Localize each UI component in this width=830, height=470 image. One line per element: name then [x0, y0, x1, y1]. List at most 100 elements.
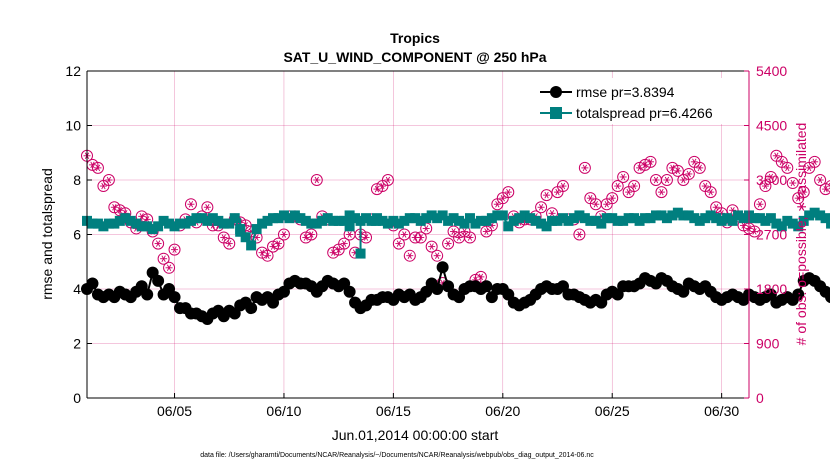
- totalspread-marker: [229, 213, 240, 224]
- obs-point: [644, 155, 657, 168]
- obs-point: [759, 180, 772, 193]
- totalspread-marker: [350, 213, 361, 224]
- y2-tick-label: 1800: [756, 281, 787, 297]
- obs-point: [91, 161, 104, 174]
- obs-point: [535, 201, 548, 214]
- obs-marker-circle: [606, 192, 619, 205]
- totalspread-marker: [284, 213, 295, 224]
- totalspread-marker: [202, 215, 213, 226]
- totalspread-marker: [443, 215, 454, 226]
- legend: rmse pr=3.8394 totalspread pr=6.4266: [530, 78, 740, 124]
- obs-marker-star: [648, 158, 653, 166]
- totalspread-marker: [421, 213, 432, 224]
- obs-marker-star: [117, 207, 122, 214]
- totalspread-marker: [623, 213, 634, 224]
- totalspread-outlier-marker: [370, 215, 381, 226]
- obs-marker-circle: [797, 186, 810, 199]
- totalspread-marker: [268, 213, 279, 224]
- obs-marker-circle: [201, 201, 214, 214]
- totalspread-marker: [541, 221, 552, 232]
- obs-point: [556, 180, 569, 193]
- rmse-marker: [168, 291, 181, 304]
- totalspread-marker: [361, 213, 372, 224]
- y-tick-label: 8: [73, 172, 81, 188]
- totalspread-marker: [547, 215, 558, 226]
- obs-marker-star: [106, 176, 112, 184]
- totalspread-marker: [618, 215, 629, 226]
- obs-marker-circle: [759, 180, 772, 193]
- obs-marker-circle: [91, 161, 104, 174]
- obs-marker-circle: [825, 180, 830, 192]
- rmse-marker: [141, 288, 154, 301]
- obs-marker-star: [588, 194, 593, 202]
- series-layer: [81, 149, 830, 325]
- obs-marker-circle: [267, 240, 280, 253]
- legend-rmse-label: rmse pr=3.8394: [576, 84, 675, 100]
- obs-marker-star: [205, 203, 210, 211]
- obs-marker-circle: [152, 237, 165, 250]
- totalspread-marker: [629, 213, 640, 224]
- obs-point: [671, 164, 684, 177]
- totalspread-marker: [437, 210, 448, 221]
- obs-point: [797, 186, 810, 199]
- totalspread-marker: [557, 213, 568, 224]
- obs-marker-star: [166, 264, 172, 272]
- obs-marker-star: [95, 164, 101, 172]
- obs-marker-circle: [474, 270, 487, 283]
- totalspread-marker: [459, 218, 470, 229]
- obs-marker-star: [812, 158, 817, 166]
- totalspread-marker: [634, 215, 645, 226]
- totalspread-marker: [410, 213, 421, 224]
- totalspread-marker: [131, 218, 142, 229]
- obs-point: [655, 186, 668, 199]
- obs-point: [628, 180, 641, 193]
- totalspread-marker: [645, 213, 656, 224]
- obs-point: [327, 246, 340, 259]
- obs-marker-circle: [644, 155, 657, 168]
- totalspread-marker: [322, 213, 333, 224]
- totalspread-marker: [196, 213, 207, 224]
- totalspread-marker: [109, 218, 120, 229]
- totalspread-marker: [164, 218, 175, 229]
- totalspread-outlier-marker: [344, 221, 355, 232]
- obs-marker-star: [342, 240, 347, 247]
- obs-point: [272, 237, 285, 250]
- rmse-marker: [825, 291, 830, 304]
- obs-point: [704, 186, 717, 199]
- totalspread-marker: [519, 210, 530, 221]
- obs-point: [256, 246, 269, 259]
- obs-marker-circle: [108, 201, 121, 214]
- totalspread-marker: [87, 218, 98, 229]
- totalspread-marker: [404, 213, 415, 224]
- totalspread-marker: [798, 215, 809, 226]
- totalspread-marker: [180, 218, 191, 229]
- obs-marker-star: [90, 161, 95, 169]
- obs-marker-star: [637, 164, 642, 172]
- obs-marker-circle: [398, 228, 411, 241]
- x-tick-label: 06/20: [485, 403, 520, 419]
- obs-marker-circle: [617, 170, 630, 183]
- totalspread-marker: [667, 210, 678, 221]
- y2-tick-label: 0: [756, 390, 764, 406]
- obs-marker-star: [610, 194, 615, 202]
- obs-marker-circle: [163, 261, 176, 274]
- totalspread-marker: [640, 213, 651, 224]
- obs-marker-star: [779, 158, 784, 166]
- rmse-marker: [436, 261, 449, 274]
- totalspread-marker: [787, 218, 798, 229]
- totalspread-marker: [514, 213, 525, 224]
- obs-marker-circle: [277, 228, 290, 241]
- obs-marker-star: [467, 234, 473, 241]
- totalspread-marker: [432, 213, 443, 224]
- obs-marker-star: [642, 161, 648, 169]
- obs-marker-star: [801, 188, 806, 196]
- y2-ticks: 0 900 1800 2700 3600 4500 5400: [744, 63, 787, 406]
- obs-marker-star: [155, 240, 161, 247]
- obs-marker-star: [659, 188, 664, 196]
- totalspread-marker: [344, 210, 355, 221]
- obs-marker-star: [768, 173, 774, 181]
- obs-point: [666, 161, 679, 174]
- obs-marker-star: [451, 228, 456, 235]
- obs-point: [617, 170, 630, 183]
- totalspread-marker: [568, 213, 579, 224]
